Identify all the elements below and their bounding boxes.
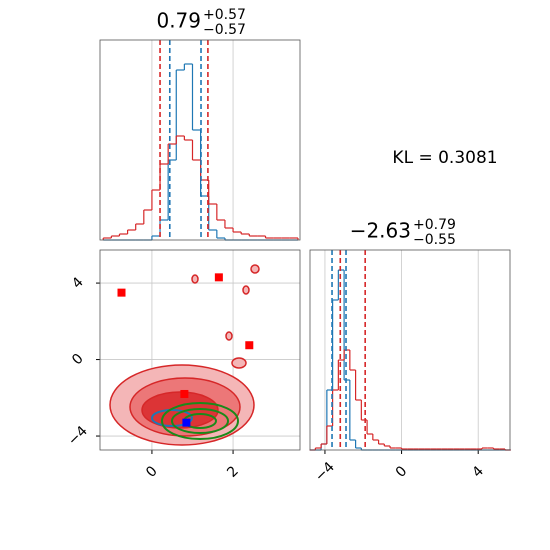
x-tick-label: 0 [393,463,411,481]
contour [171,408,229,434]
contour [250,264,260,274]
x-tick-label: 4 [469,463,487,481]
panel-frame [99,39,301,241]
panel-frame [309,249,511,451]
title-lower: −0.55 [413,232,456,248]
panel-title: 0.79 [156,9,201,33]
kl-annotation: KL = 0.3081 [392,148,497,168]
panel: −4 0 4 −2.63 +0.79−0.55 [309,217,511,485]
title-lower: −0.57 [203,22,246,38]
x-tick-label: 2 [224,463,242,481]
point [182,418,191,427]
contour [242,285,250,295]
contour [231,357,247,369]
panel-title: −2.63 [350,219,411,243]
contour [191,274,199,284]
contour [151,409,193,427]
panel: 0.79 +0.57−0.57 [102,7,299,241]
contour [225,331,233,341]
contour [161,402,239,440]
point [180,389,189,398]
panel-frame [99,249,301,451]
y-tick-label: 0 [69,351,87,369]
point [245,341,254,350]
x-tick-label: −4 [312,459,338,485]
x-tick-label: 0 [143,463,161,481]
density-contours [109,264,260,446]
point [214,273,223,282]
y-tick-label: −4 [65,423,91,449]
y-tick-label: 4 [69,274,87,292]
title-upper: +0.79 [413,217,456,233]
point [117,288,126,297]
title-upper: +0.57 [203,7,246,23]
